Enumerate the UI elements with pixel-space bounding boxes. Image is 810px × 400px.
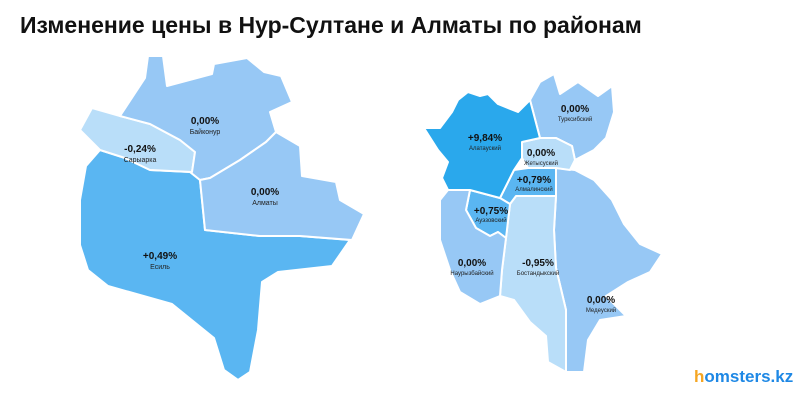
label-nauryzbay-change: 0,00% xyxy=(458,258,486,269)
district-almaty-ns[interactable] xyxy=(199,131,365,241)
label-almaty-ns-name: Алматы xyxy=(252,200,278,207)
label-alatau-name: Алатауский xyxy=(469,145,501,152)
label-saryarka-change: -0,24% xyxy=(124,144,156,155)
district-baikonur[interactable] xyxy=(119,55,293,181)
label-baikonur-name: Байконур xyxy=(190,128,221,136)
label-esil-name: Есиль xyxy=(150,264,170,271)
label-medeu-name: Медеуский xyxy=(586,307,616,314)
label-medeu-change: 0,00% xyxy=(587,295,615,306)
label-nauryzbay-name: Наурызбайский xyxy=(450,270,493,277)
label-saryarka-name: Сарыарка xyxy=(124,157,157,164)
almaty-labels: +9,84% Алатауский 0,00% Турксибский 0,00… xyxy=(450,104,616,314)
label-alatau-change: +9,84% xyxy=(468,133,502,144)
almaty-map xyxy=(423,73,663,373)
label-esil-change: +0,49% xyxy=(143,251,177,262)
logo-text: omsters.kz xyxy=(704,367,794,386)
district-zhetysu[interactable] xyxy=(521,137,576,171)
label-baikonur-change: 0,00% xyxy=(191,116,219,127)
label-almaly-change: +0,79% xyxy=(517,175,551,186)
label-auezov-change: +0,75% xyxy=(474,206,508,217)
logo-h-mark: h xyxy=(694,367,705,386)
label-bostandyk-change: -0,95% xyxy=(522,258,554,269)
nursultan-map xyxy=(79,55,365,381)
label-zhetysu-change: 0,00% xyxy=(527,148,555,159)
label-bostandyk-name: Бостандыкский xyxy=(517,270,559,277)
label-almaty-ns-change: 0,00% xyxy=(251,187,279,198)
homsters-logo[interactable]: homsters.kz xyxy=(694,367,793,387)
label-zhetysu-name: Жетысуский xyxy=(524,160,558,167)
label-turksib-change: 0,00% xyxy=(561,104,589,115)
nursultan-labels: 0,00% Байконур -0,24% Сарыарка 0,00% Алм… xyxy=(124,116,280,271)
label-turksib-name: Турксибский xyxy=(558,116,592,123)
label-auezov-name: Ауэзовский xyxy=(475,217,506,224)
label-almaly-name: Алмалинский xyxy=(515,186,552,193)
district-alatau[interactable] xyxy=(423,91,541,199)
district-medeu[interactable] xyxy=(553,167,663,373)
map-title: Изменение цены в Нур-Султане и Алматы по… xyxy=(20,12,642,38)
district-nauryzbay[interactable] xyxy=(439,189,507,305)
